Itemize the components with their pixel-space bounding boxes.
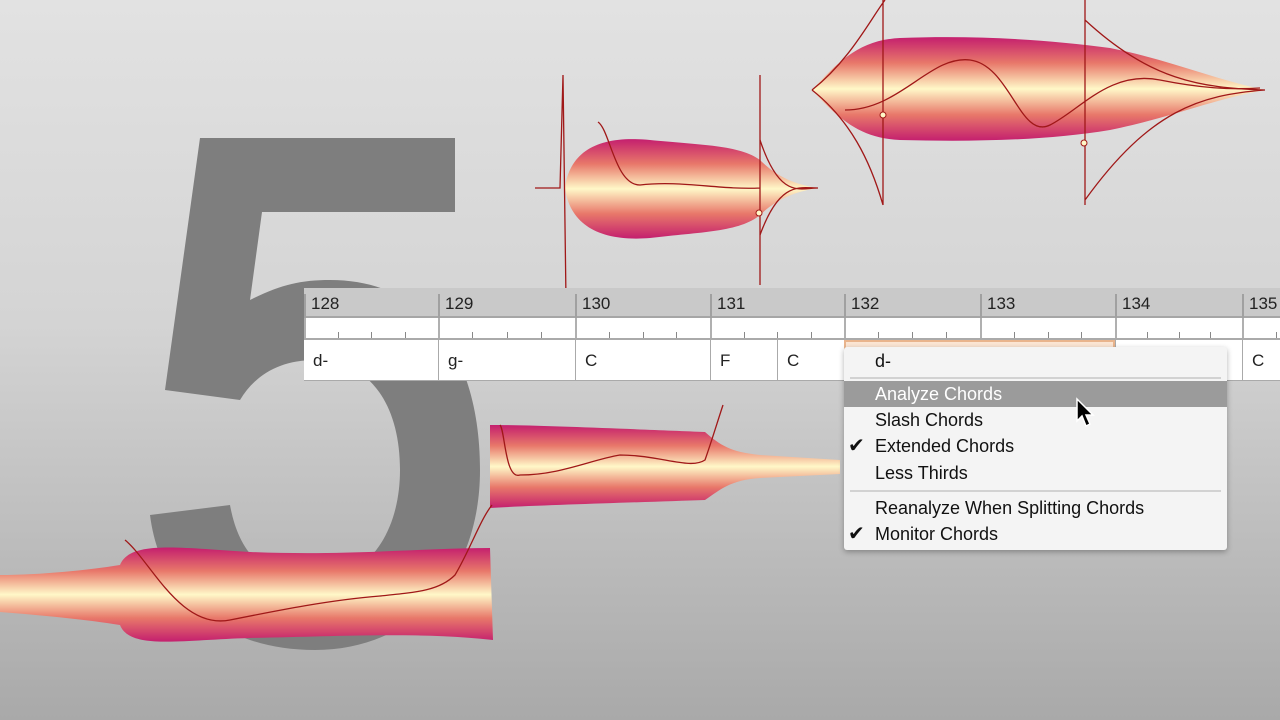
beat-tick xyxy=(472,332,474,338)
checkmark-icon: ✔ xyxy=(848,435,865,457)
bar-number: 133 xyxy=(980,294,1015,318)
beat-tick xyxy=(1210,332,1212,338)
beat-tick xyxy=(743,332,745,338)
note-blob[interactable] xyxy=(812,37,1265,141)
menu-item-monitor-chords[interactable]: ✔ Monitor Chords xyxy=(844,521,1227,547)
chord-context-menu[interactable]: d- Analyze Chords Slash Chords ✔ Extended… xyxy=(844,347,1227,550)
beat-tick xyxy=(1146,332,1148,338)
beat-tick xyxy=(1047,332,1049,338)
bar-ruler[interactable]: 128 129 130 131 132 133 134 135 xyxy=(304,288,1280,318)
menu-item-analyze-chords[interactable]: Analyze Chords xyxy=(844,381,1227,407)
bar-number: 132 xyxy=(844,294,879,318)
beat-ticks xyxy=(304,318,1280,340)
menu-item-slash-chords[interactable]: Slash Chords xyxy=(844,407,1227,433)
bar-number: 129 xyxy=(438,294,473,318)
beat-tick xyxy=(878,332,879,338)
bar-line xyxy=(438,318,440,338)
bar-line xyxy=(710,318,712,338)
bar-line xyxy=(1115,318,1117,338)
menu-item-label: Slash Chords xyxy=(875,410,984,430)
note-blob[interactable] xyxy=(490,425,840,508)
checkmark-icon: ✔ xyxy=(848,523,865,545)
bar-number: 131 xyxy=(710,294,745,318)
chord-cell[interactable]: C xyxy=(777,340,844,381)
beat-tick xyxy=(912,332,913,338)
note-blob[interactable] xyxy=(565,139,818,239)
beat-tick xyxy=(608,332,610,338)
menu-item-label: Monitor Chords xyxy=(875,524,999,544)
beat-tick xyxy=(1013,332,1015,338)
mouse-pointer-icon xyxy=(1076,397,1095,428)
bar-line xyxy=(844,318,846,338)
beat-tick xyxy=(337,332,339,338)
beat-tick xyxy=(540,332,542,338)
beat-tick xyxy=(1178,332,1180,338)
beat-tick xyxy=(1081,332,1083,338)
beat-tick xyxy=(676,332,678,338)
chord-cell[interactable]: F xyxy=(710,340,777,381)
pitch-curves xyxy=(124,0,1266,622)
chord-cell[interactable]: g- xyxy=(438,340,575,381)
beat-tick xyxy=(946,332,947,338)
beat-tick xyxy=(371,332,372,338)
bar-number: 130 xyxy=(575,294,610,318)
menu-item-less-thirds[interactable]: Less Thirds xyxy=(844,460,1227,486)
beat-tick xyxy=(1276,332,1277,338)
menu-item-label: Extended Chords xyxy=(875,436,1015,456)
note-blob[interactable] xyxy=(0,547,493,642)
bar-line xyxy=(1242,318,1244,338)
beat-tick xyxy=(404,332,406,338)
bar-number: 128 xyxy=(304,294,339,318)
beat-tick xyxy=(810,332,812,338)
menu-item-extended-chords[interactable]: ✔ Extended Chords xyxy=(844,433,1227,459)
chord-cell[interactable]: C xyxy=(1242,340,1280,381)
bar-number: 134 xyxy=(1115,294,1150,318)
menu-item-label: Analyze Chords xyxy=(875,384,1003,404)
beat-tick xyxy=(642,332,644,338)
bar-line xyxy=(980,318,982,338)
menu-item-reanalyze-splitting[interactable]: Reanalyze When Splitting Chords xyxy=(844,495,1227,521)
beat-tick xyxy=(506,332,508,338)
beat-tick xyxy=(777,332,778,338)
chord-cell[interactable]: d- xyxy=(313,351,329,370)
menu-header-chord: d- xyxy=(875,351,892,371)
bar-line xyxy=(304,318,306,338)
chord-cell[interactable]: C xyxy=(575,340,710,381)
bar-line xyxy=(575,318,577,338)
menu-item-label: Reanalyze When Splitting Chords xyxy=(875,498,1145,518)
menu-item-label: Less Thirds xyxy=(875,463,968,483)
bar-number: 135 xyxy=(1242,294,1277,318)
